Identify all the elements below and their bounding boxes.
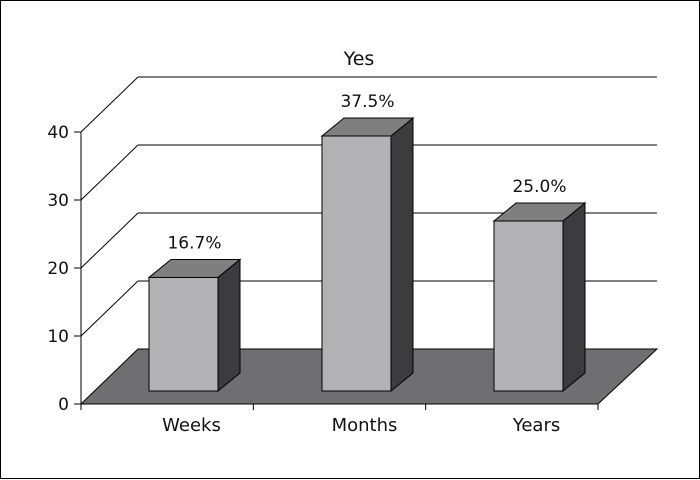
y-tick-label: 40: [47, 123, 69, 143]
x-tick-label: Weeks: [162, 415, 221, 436]
bar: [492, 201, 587, 393]
chart-title: Yes: [343, 48, 375, 70]
gridline-side: [80, 280, 139, 337]
bar-front: [493, 220, 564, 392]
gridline-side: [80, 212, 139, 269]
bar-side: [217, 258, 241, 393]
bar-front: [321, 135, 392, 392]
y-tick-label: 0: [58, 395, 69, 415]
x-tick-label: Months: [332, 415, 398, 436]
y-tick-label: 10: [47, 327, 69, 347]
x-tick-label: Years: [512, 415, 561, 436]
data-label: 37.5%: [340, 92, 394, 112]
y-tick-label: 20: [47, 259, 69, 279]
bar-front: [148, 276, 219, 392]
bar: [147, 258, 242, 393]
data-label: 16.7%: [167, 233, 221, 253]
data-label: 25.0%: [512, 177, 566, 197]
y-tick-label: 30: [47, 191, 69, 211]
gridline-side: [80, 144, 139, 201]
bar-side: [562, 201, 586, 393]
bar-side: [390, 116, 414, 393]
gridline-side: [80, 76, 139, 133]
bar: [320, 116, 415, 393]
